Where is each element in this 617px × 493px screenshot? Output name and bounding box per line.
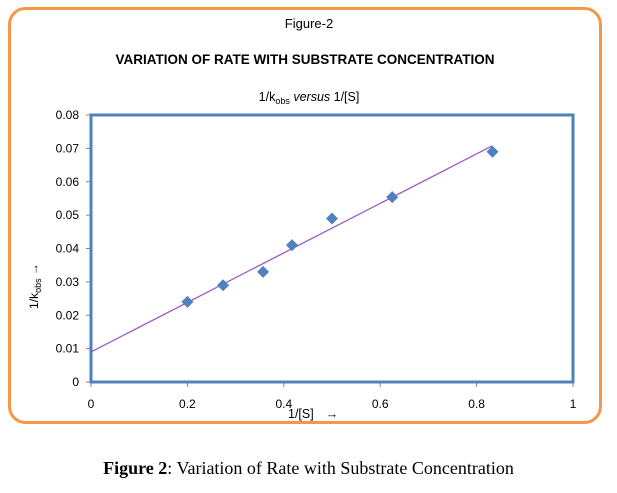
- ylabel-subscript: obs: [33, 278, 43, 293]
- ylabel-prefix: 1/k: [27, 292, 41, 309]
- y-tick-label: 0.07: [56, 141, 80, 155]
- subtitle-suffix: 1/[S]: [330, 90, 359, 104]
- data-point: [181, 295, 194, 308]
- caption-bold: Figure 2: [103, 458, 168, 478]
- y-axis: 0 0.01 0.02 0.03 0.04 0.05 0.06 0.07 0.08: [56, 108, 91, 389]
- y-tick-label: 0.02: [56, 308, 80, 322]
- y-tick-label: 0.06: [56, 175, 80, 189]
- y-tick-label: 0.01: [56, 342, 80, 356]
- data-point: [285, 239, 298, 252]
- x-tick-label: 0.2: [179, 397, 196, 411]
- ylabel-arrow: →: [27, 263, 41, 278]
- y-tick-label: 0.08: [56, 108, 80, 122]
- caption-text: : Variation of Rate with Substrate Conce…: [167, 458, 514, 478]
- data-point: [217, 279, 230, 292]
- x-tick-label: 0: [88, 397, 95, 411]
- y-tick-label: 0.05: [56, 208, 80, 222]
- chart-subtitle: 1/kobs versus 1/[S]: [259, 90, 360, 106]
- data-point: [486, 145, 499, 158]
- x-axis-label: 1/[S] →: [288, 407, 338, 421]
- chart-frame: [8, 7, 602, 424]
- subtitle-subscript: obs: [275, 96, 290, 106]
- x-tick-label: 1: [570, 397, 577, 411]
- chart-title: VARIATION OF RATE WITH SUBSTRATE CONCENT…: [116, 52, 495, 67]
- figure-caption: Figure 2: Variation of Rate with Substra…: [0, 458, 617, 479]
- x-tick-label: 0.8: [468, 397, 485, 411]
- data-point: [326, 212, 338, 225]
- subtitle-italic: versus: [290, 90, 330, 104]
- xlabel-text: 1/[S]: [288, 407, 314, 421]
- data-point: [386, 191, 399, 204]
- y-tick-label: 0: [72, 375, 79, 389]
- xlabel-arrow: →: [326, 407, 339, 421]
- x-tick-label: 0.4: [275, 397, 292, 411]
- subtitle-prefix: 1/k: [259, 90, 276, 104]
- y-axis-label: 1/kobs →: [27, 263, 43, 309]
- y-tick-label: 0.03: [56, 275, 80, 289]
- x-tick-label: 0.6: [372, 397, 389, 411]
- y-tick-label: 0.04: [56, 242, 80, 256]
- plot-area-border: [89, 113, 575, 384]
- data-point: [257, 265, 270, 278]
- figure-label: Figure-2: [285, 16, 333, 31]
- data-points: [181, 145, 499, 308]
